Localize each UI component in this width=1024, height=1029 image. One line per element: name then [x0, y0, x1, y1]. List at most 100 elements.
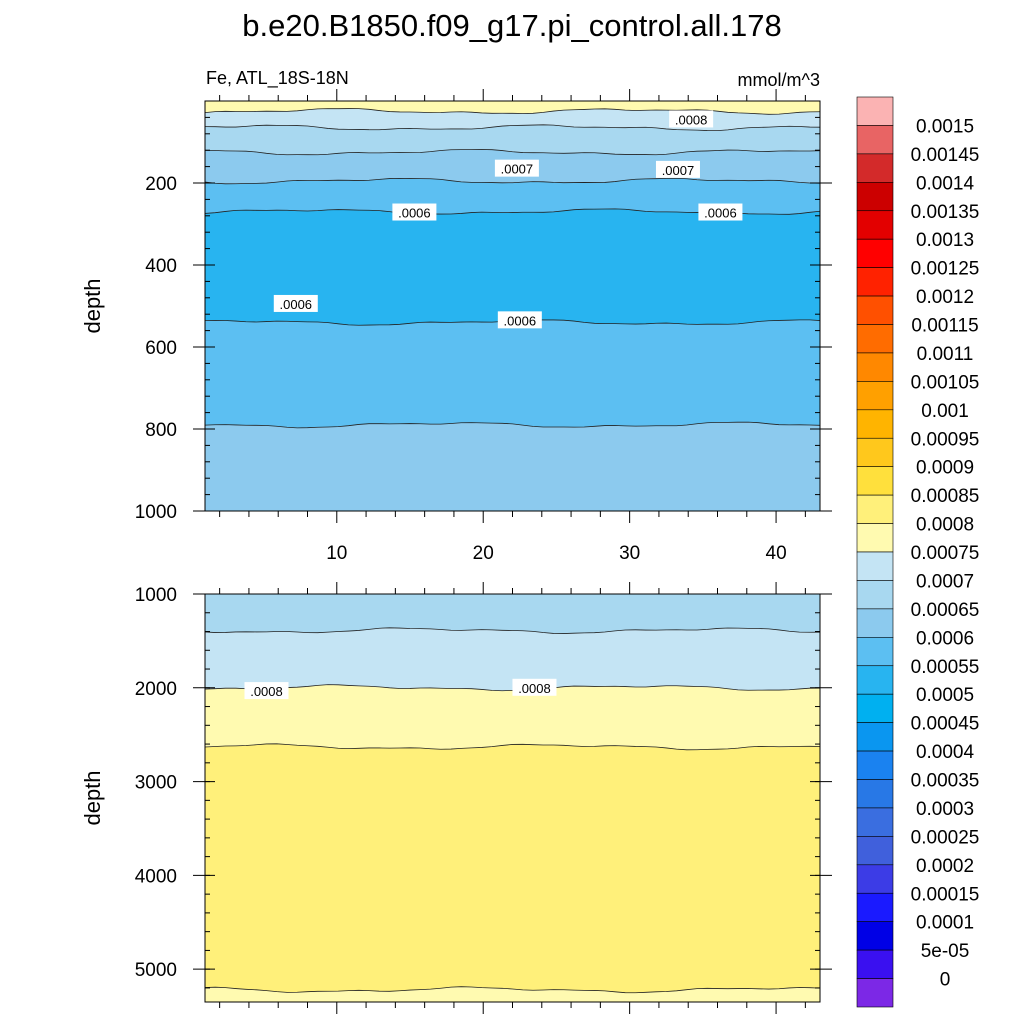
contour-band: [205, 422, 820, 511]
colorbar-label: 0.0001: [916, 913, 974, 934]
colorbar-label: 0: [940, 970, 951, 991]
colorbar-swatch: [856, 437, 894, 467]
contour-band: [205, 594, 820, 634]
colorbar-label: 0.00085: [911, 486, 980, 507]
colorbar-label: 0.00015: [911, 884, 980, 905]
contour-line: [205, 743, 820, 751]
y-tick-label: 200: [145, 174, 177, 195]
contour-label: .0008: [669, 110, 714, 128]
colorbar-swatch: [856, 381, 894, 411]
colorbar-label: 0.00035: [911, 771, 980, 792]
colorbar-label: 0.00025: [911, 827, 980, 848]
colorbar-label: 0.00055: [911, 657, 980, 678]
colorbar-swatch: [856, 978, 894, 1008]
colorbar-label: 0.0002: [916, 856, 974, 877]
colorbar-swatch: [856, 125, 894, 155]
x-tick-label: 10: [326, 543, 347, 564]
colorbar-swatch: [856, 324, 894, 354]
y-tick-label: 400: [145, 256, 177, 277]
colorbar-swatch: [856, 665, 894, 695]
svg-text:.0006: .0006: [704, 206, 737, 221]
colorbar-swatch: [856, 693, 894, 723]
colorbar-label: 0.0015: [916, 116, 974, 137]
colorbar-swatch: [856, 409, 894, 439]
contour-label: .0006: [273, 294, 318, 312]
svg-text:.0006: .0006: [280, 297, 313, 312]
x-tick-label: 20: [473, 543, 494, 564]
variable-label: Fe, ATL_18S-18N: [206, 68, 349, 89]
contour-line: [205, 421, 820, 429]
contour-band: [205, 627, 820, 691]
y-axis-label: depth: [80, 770, 105, 825]
colorbar-swatch: [856, 921, 894, 951]
x-tick-label: 30: [619, 543, 640, 564]
colorbar-label: 0.0005: [916, 685, 974, 706]
contour-label: .0006: [698, 203, 743, 221]
contour-label: .0006: [497, 311, 542, 329]
colorbar-label: 0.00075: [911, 543, 980, 564]
colorbar-label: 0.0011: [917, 344, 974, 365]
colorbar-label: 0.0012: [916, 287, 974, 308]
colorbar-swatch: [856, 722, 894, 752]
colorbar-swatch: [856, 182, 894, 212]
colorbar-label: 0.0004: [916, 742, 975, 763]
upper-panel: .0008 .0007 .0007 .0006 .0006 .0006 .0006 200 40…: [80, 89, 832, 564]
contour-band: [205, 208, 820, 326]
lower-panel: .0008 .0008 1000 2000 3000 4000 5000 depth: [80, 582, 832, 1014]
contour-line: [205, 108, 820, 115]
colorbar-label: 0.00065: [911, 600, 980, 621]
colorbar-label: 0.00125: [911, 259, 980, 280]
colorbar-swatch: [856, 637, 894, 667]
y-tick-label: 600: [145, 338, 177, 359]
colorbar-swatch: [856, 551, 894, 581]
colorbar: 0.0015 0.00145 0.0014 0.00135 0.0013 0.00125 0…: [856, 96, 980, 1008]
y-tick-label: 1000: [135, 502, 177, 523]
contour-label: .0008: [512, 678, 557, 696]
colorbar-label: 0.0006: [916, 628, 974, 649]
colorbar-label: 0.0008: [916, 515, 974, 536]
colorbar-swatch: [856, 466, 894, 496]
colorbar-swatch: [856, 608, 894, 638]
colorbar-label: 0.0003: [916, 799, 974, 820]
colorbar-label: 0.00115: [911, 316, 978, 337]
y-tick-label: 3000: [135, 773, 177, 794]
colorbar-swatch: [856, 96, 894, 126]
chart-title: b.e20.B1850.f09_g17.pi_control.all.178: [242, 8, 782, 43]
colorbar-label: 0.001: [921, 401, 969, 422]
contour-label: .0007: [655, 160, 700, 178]
svg-text:.0007: .0007: [662, 163, 695, 178]
contour-band: [205, 124, 820, 155]
contour-line: [205, 627, 820, 634]
colorbar-label: 0.00045: [911, 714, 980, 735]
contour-line: [205, 986, 820, 994]
colorbar-label: 0.00145: [911, 145, 980, 166]
contour-band: [205, 108, 820, 131]
colorbar-swatch: [856, 892, 894, 922]
colorbar-swatch: [856, 494, 894, 524]
colorbar-label: 0.0013: [916, 230, 974, 251]
y-tick-label: 800: [145, 420, 177, 441]
colorbar-swatch: [856, 779, 894, 809]
contour-label: .0006: [392, 203, 437, 221]
colorbar-label: 0.00135: [911, 202, 980, 223]
colorbar-swatch: [856, 807, 894, 837]
svg-text:.0008: .0008: [675, 112, 708, 127]
svg-text:.0008: .0008: [250, 684, 283, 699]
y-axis-label: depth: [80, 278, 105, 333]
colorbar-swatch: [856, 949, 894, 979]
contour-band: [205, 743, 820, 993]
colorbar-swatch: [856, 267, 894, 297]
colorbar-label: 0.00105: [911, 372, 980, 393]
svg-text:.0007: .0007: [501, 162, 534, 177]
colorbar-label: 0.0014: [916, 173, 975, 194]
contour-band: [205, 319, 820, 428]
units-label: mmol/m^3: [738, 70, 820, 90]
y-tick-label: 1000: [135, 585, 177, 606]
svg-text:.0006: .0006: [504, 313, 537, 328]
colorbar-swatch: [856, 836, 894, 866]
y-tick-label: 2000: [135, 679, 177, 700]
colorbar-label: 0.00095: [911, 429, 980, 450]
svg-text:.0008: .0008: [518, 681, 551, 696]
